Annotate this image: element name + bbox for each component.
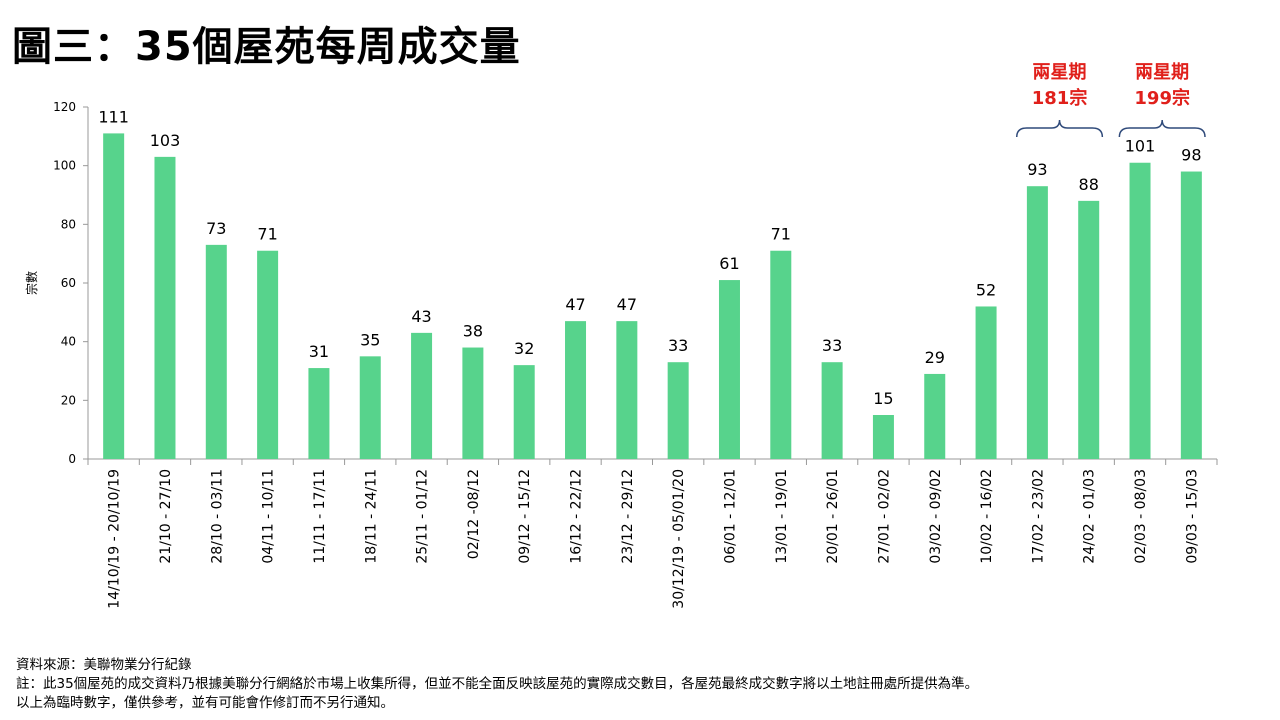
footnotes: 資料來源：美聯物業分行紀錄 註：此35個屋苑的成交資料乃根據美聯分行網絡於市場上… <box>16 656 978 713</box>
data-label: 111 <box>98 107 129 126</box>
bar <box>770 250 792 459</box>
bar <box>513 365 535 459</box>
data-label: 88 <box>1079 175 1099 194</box>
bar <box>411 332 433 459</box>
page-title: 圖三：35個屋苑每周成交量 <box>12 24 521 70</box>
bar <box>565 321 587 459</box>
bar <box>257 250 279 459</box>
x-tick-label: 02/03 - 08/03 <box>1133 469 1149 564</box>
annotation-value: 181宗 <box>1032 87 1088 109</box>
bar <box>205 244 227 459</box>
y-tick-label: 100 <box>53 159 76 173</box>
x-tick-label: 04/11 - 10/11 <box>261 469 277 564</box>
annotation-label: 兩星期 <box>1135 62 1189 83</box>
y-tick-label: 80 <box>61 217 76 231</box>
annotation-label: 兩星期 <box>1033 62 1087 83</box>
x-tick-label: 09/03 - 15/03 <box>1184 469 1200 564</box>
x-tick-label: 28/10 - 03/11 <box>209 469 225 564</box>
data-label: 31 <box>309 342 329 361</box>
data-label: 52 <box>976 280 996 299</box>
y-tick-label: 60 <box>61 276 76 290</box>
bar <box>924 373 946 459</box>
x-tick-label: 14/10/19 - 20/10/19 <box>107 469 123 609</box>
x-tick-label: 06/01 - 12/01 <box>722 469 738 564</box>
x-tick-label: 13/01 - 19/01 <box>774 469 790 564</box>
bar <box>821 362 843 459</box>
y-tick-label: 20 <box>61 393 76 407</box>
data-label: 47 <box>617 295 637 314</box>
bar <box>154 156 176 459</box>
x-tick-label: 30/12/19 - 05/01/20 <box>671 469 687 609</box>
bar <box>616 321 638 459</box>
bar <box>1129 162 1151 459</box>
annotation-brace <box>1015 119 1104 138</box>
disclaimer-note: 註：此35個屋苑的成交資料乃根據美聯分行網絡於市場上收集所得，但並不能全面反映該… <box>16 676 979 692</box>
data-label: 43 <box>411 307 431 326</box>
data-label: 33 <box>822 336 842 355</box>
x-tick-label: 25/11 - 01/12 <box>415 469 431 564</box>
source-note: 資料來源：美聯物業分行紀錄 <box>16 657 192 673</box>
y-tick-label: 120 <box>53 100 76 114</box>
x-tick-label: 02/12 -08/12 <box>466 469 482 559</box>
provisional-note: 以上為臨時數字，僅供參考，並有可能會作修訂而不另行通知。 <box>16 695 394 711</box>
bar <box>667 362 689 459</box>
data-label: 103 <box>150 131 181 150</box>
data-label: 33 <box>668 336 688 355</box>
data-label: 35 <box>360 330 380 349</box>
data-label: 29 <box>925 348 945 367</box>
bar <box>462 347 484 459</box>
bar <box>975 306 997 459</box>
y-axis-label: 宗數 <box>24 271 39 295</box>
annotation-brace <box>1118 119 1206 138</box>
annotation-value: 199宗 <box>1134 87 1190 109</box>
x-tick-label: 10/02 - 16/02 <box>979 469 995 564</box>
data-label: 32 <box>514 339 534 358</box>
x-tick-label: 16/12 - 22/12 <box>569 469 585 564</box>
bar <box>872 415 894 459</box>
bar <box>308 368 330 459</box>
data-label: 71 <box>257 225 277 244</box>
bar <box>1180 171 1202 460</box>
x-tick-label: 11/11 - 17/11 <box>312 469 328 564</box>
bar-chart: 0 20 40 60 80 100 120 宗數 111 14/10/19 - 20/10/19 1… <box>24 62 1218 609</box>
x-tick-label: 03/02 - 09/02 <box>928 469 944 564</box>
bar <box>718 280 740 459</box>
y-tick-label: 0 <box>68 452 76 466</box>
x-tick-label: 20/01 - 26/01 <box>825 469 841 564</box>
bar <box>1078 200 1100 459</box>
x-tick-label: 21/10 - 27/10 <box>158 469 174 564</box>
x-tick-label: 23/12 - 29/12 <box>620 469 636 564</box>
data-label: 47 <box>565 295 585 314</box>
data-label: 101 <box>1125 137 1156 156</box>
x-tick-label: 27/01 - 02/02 <box>876 469 892 564</box>
x-tick-label: 09/12 - 15/12 <box>517 469 533 564</box>
bar <box>103 133 125 459</box>
x-tick-label: 18/11 - 24/11 <box>363 469 379 564</box>
data-label: 98 <box>1181 146 1201 165</box>
bar <box>1026 186 1048 459</box>
data-label: 15 <box>873 389 893 408</box>
bar <box>359 356 381 459</box>
data-label: 93 <box>1027 160 1047 179</box>
data-label: 38 <box>463 322 483 341</box>
y-tick-label: 40 <box>61 335 76 349</box>
x-tick-label: 17/02 - 23/02 <box>1030 469 1046 564</box>
data-label: 61 <box>719 254 739 273</box>
x-tick-label: 24/02 - 01/03 <box>1082 469 1098 564</box>
data-label: 71 <box>771 225 791 244</box>
data-label: 73 <box>206 219 226 238</box>
